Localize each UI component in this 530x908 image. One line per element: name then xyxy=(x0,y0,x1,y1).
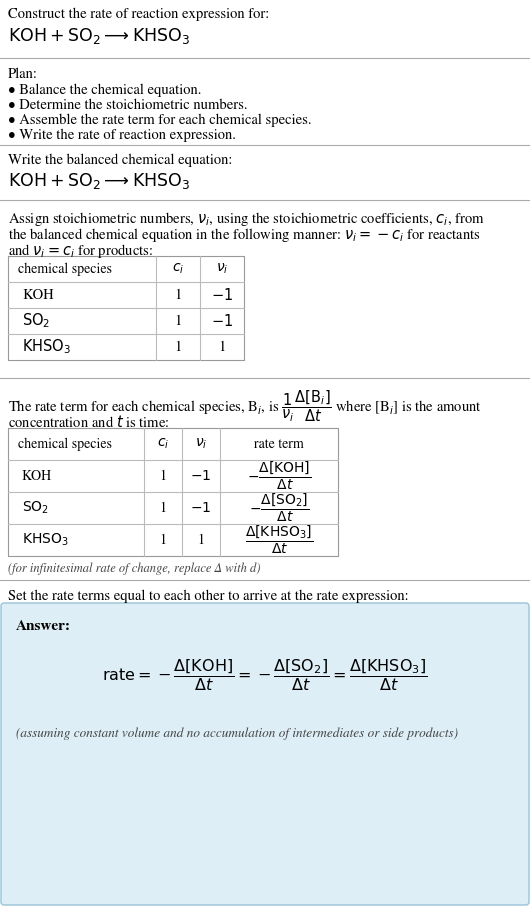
Text: $\dfrac{\Delta[\mathrm{KHSO_3}]}{\Delta t}$: $\dfrac{\Delta[\mathrm{KHSO_3}]}{\Delta … xyxy=(245,524,313,557)
Text: 1: 1 xyxy=(174,340,182,354)
Text: KOH: KOH xyxy=(22,289,54,301)
FancyBboxPatch shape xyxy=(1,603,529,905)
Text: $\mathrm{SO_2}$: $\mathrm{SO_2}$ xyxy=(22,311,50,331)
Text: chemical species: chemical species xyxy=(18,262,112,276)
Text: the balanced chemical equation in the following manner: $\nu_i = -c_i$ for react: the balanced chemical equation in the fo… xyxy=(8,226,481,244)
Text: $\nu_i$: $\nu_i$ xyxy=(216,262,228,276)
Text: $c_i$: $c_i$ xyxy=(172,262,184,276)
Text: 1: 1 xyxy=(198,533,205,547)
Text: $\mathrm{KOH + SO_2 \longrightarrow KHSO_3}$: $\mathrm{KOH + SO_2 \longrightarrow KHSO… xyxy=(8,171,190,191)
Text: $\nu_i$: $\nu_i$ xyxy=(195,437,207,451)
Text: $\mathrm{KHSO_3}$: $\mathrm{KHSO_3}$ xyxy=(22,532,69,548)
Text: $-1$: $-1$ xyxy=(190,501,211,515)
Text: Plan:: Plan: xyxy=(8,68,38,82)
Text: 1: 1 xyxy=(160,533,166,547)
Text: • Assemble the rate term for each chemical species.: • Assemble the rate term for each chemic… xyxy=(8,114,312,127)
Text: rate term: rate term xyxy=(254,438,304,450)
Text: Write the balanced chemical equation:: Write the balanced chemical equation: xyxy=(8,154,232,167)
Text: and $\nu_i = c_i$ for products:: and $\nu_i = c_i$ for products: xyxy=(8,242,153,260)
Text: 1: 1 xyxy=(174,314,182,328)
Text: 1: 1 xyxy=(160,469,166,483)
Text: $\mathrm{KHSO_3}$: $\mathrm{KHSO_3}$ xyxy=(22,338,71,356)
Text: Construct the rate of reaction expression for:: Construct the rate of reaction expressio… xyxy=(8,8,269,22)
Text: (for infinitesimal rate of change, replace Δ with d): (for infinitesimal rate of change, repla… xyxy=(8,562,260,575)
Text: (assuming constant volume and no accumulation of intermediates or side products): (assuming constant volume and no accumul… xyxy=(16,727,458,740)
Text: • Determine the stoichiometric numbers.: • Determine the stoichiometric numbers. xyxy=(8,99,248,113)
Bar xyxy=(8,256,244,360)
Text: $-1$: $-1$ xyxy=(211,287,233,303)
Text: • Balance the chemical equation.: • Balance the chemical equation. xyxy=(8,84,201,97)
Text: $-\dfrac{\Delta[\mathrm{KOH}]}{\Delta t}$: $-\dfrac{\Delta[\mathrm{KOH}]}{\Delta t}… xyxy=(247,459,311,492)
Text: chemical species: chemical species xyxy=(18,438,112,450)
Text: • Write the rate of reaction expression.: • Write the rate of reaction expression. xyxy=(8,129,236,143)
Text: $\mathrm{rate} = -\dfrac{\Delta[\mathrm{KOH}]}{\Delta t} = -\dfrac{\Delta[\mathr: $\mathrm{rate} = -\dfrac{\Delta[\mathrm{… xyxy=(102,657,428,693)
Text: concentration and $t$ is time:: concentration and $t$ is time: xyxy=(8,414,170,430)
Text: $-\dfrac{\Delta[\mathrm{SO_2}]}{\Delta t}$: $-\dfrac{\Delta[\mathrm{SO_2}]}{\Delta t… xyxy=(249,492,309,524)
Text: $\mathrm{KOH + SO_2 \longrightarrow KHSO_3}$: $\mathrm{KOH + SO_2 \longrightarrow KHSO… xyxy=(8,26,190,46)
Text: $\mathrm{SO_2}$: $\mathrm{SO_2}$ xyxy=(22,499,49,517)
Text: $c_i$: $c_i$ xyxy=(157,437,169,451)
Text: Set the rate terms equal to each other to arrive at the rate expression:: Set the rate terms equal to each other t… xyxy=(8,590,409,604)
Text: $-1$: $-1$ xyxy=(211,313,233,329)
Text: KOH: KOH xyxy=(22,469,52,483)
Text: $-1$: $-1$ xyxy=(190,469,211,483)
Text: Answer:: Answer: xyxy=(16,620,71,633)
Text: 1: 1 xyxy=(218,340,226,354)
Text: Assign stoichiometric numbers, $\nu_i$, using the stoichiometric coefficients, $: Assign stoichiometric numbers, $\nu_i$, … xyxy=(8,210,485,228)
Text: 1: 1 xyxy=(174,289,182,301)
Text: The rate term for each chemical species, B$_i$, is $\dfrac{1}{\nu_i}\dfrac{\Delt: The rate term for each chemical species,… xyxy=(8,388,482,423)
Text: 1: 1 xyxy=(160,501,166,515)
Bar xyxy=(8,428,338,556)
